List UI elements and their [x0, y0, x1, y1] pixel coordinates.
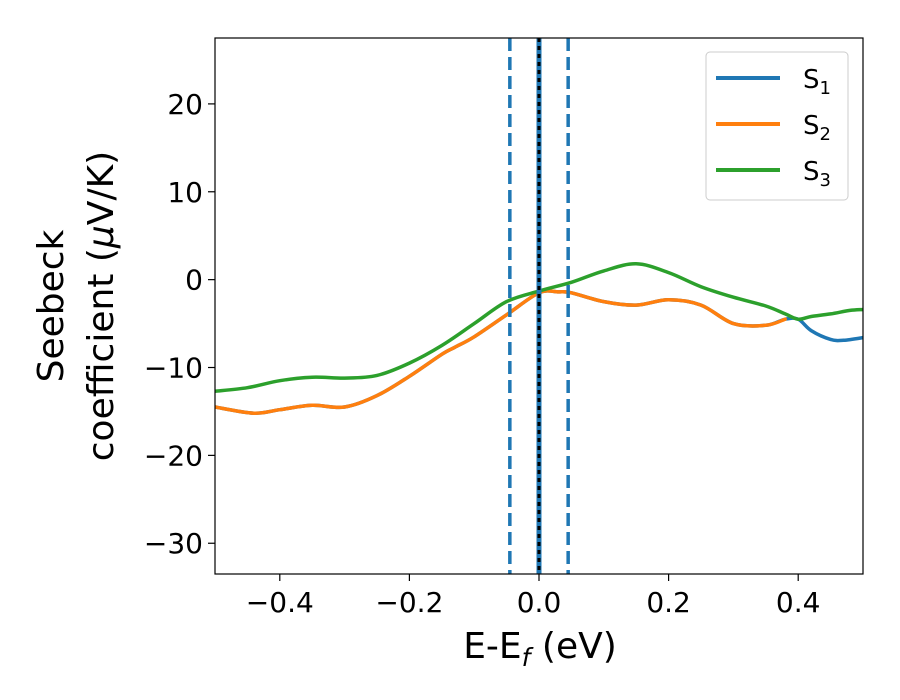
- y-tick-label: −20: [144, 439, 203, 472]
- y-axis-title-line1: Seebeck: [31, 229, 72, 382]
- x-axis: −0.4 −0.2 0.0 0.2 0.4: [246, 574, 821, 619]
- x-tick-label: 0.0: [517, 586, 562, 619]
- series-layer: [215, 262, 863, 415]
- x-tick-label: −0.2: [375, 586, 443, 619]
- mu-symbol: μ: [81, 225, 122, 249]
- y-tick-label: 0: [185, 264, 203, 297]
- y-tick-label: 10: [167, 176, 203, 209]
- y-axis: −30 −20 −10 0 10 20: [144, 88, 215, 560]
- legend-label-s2: S2: [803, 111, 831, 145]
- series-line-s2: [215, 289, 787, 415]
- y-axis-title-line2: coefficient (μV/K): [81, 151, 122, 461]
- x-tick-label: −0.4: [246, 586, 314, 619]
- legend-label-s1: S1: [803, 65, 831, 99]
- y-tick-label: −10: [144, 352, 203, 385]
- series-line-s3: [215, 262, 863, 393]
- y-tick-label: 20: [167, 88, 203, 121]
- x-tick-label: 0.4: [776, 586, 821, 619]
- legend-label-s3: S3: [803, 157, 831, 191]
- y-tick-label: −30: [144, 527, 203, 560]
- legend: S1 S2 S3: [705, 51, 849, 201]
- x-tick-label: 0.2: [646, 586, 691, 619]
- x-axis-title: E-Ef (eV): [463, 626, 617, 672]
- vline-layer: [508, 38, 570, 574]
